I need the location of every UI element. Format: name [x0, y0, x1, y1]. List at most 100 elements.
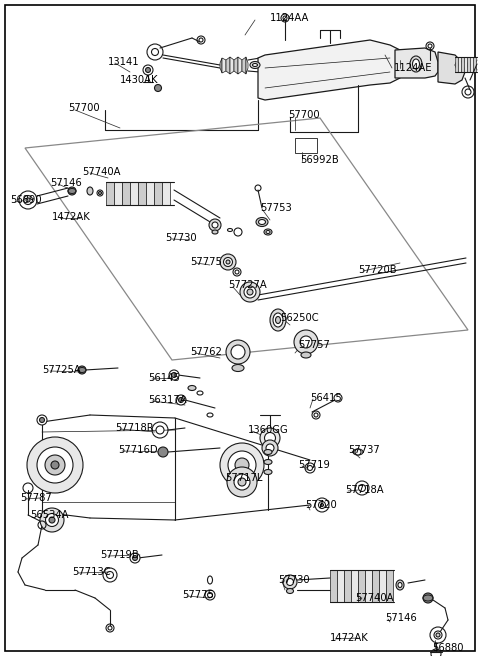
Polygon shape: [458, 57, 461, 72]
Polygon shape: [395, 48, 438, 78]
Ellipse shape: [270, 309, 286, 331]
Circle shape: [45, 455, 65, 475]
Text: 57730: 57730: [278, 575, 310, 585]
Circle shape: [428, 44, 432, 48]
Circle shape: [228, 451, 256, 479]
Text: 57146: 57146: [50, 178, 82, 188]
Text: 57719: 57719: [298, 460, 330, 470]
Text: 57717L: 57717L: [225, 473, 263, 483]
Text: 57730: 57730: [165, 233, 197, 243]
Polygon shape: [242, 57, 246, 74]
Polygon shape: [246, 57, 248, 74]
Text: 57740A: 57740A: [355, 593, 394, 603]
Circle shape: [108, 626, 112, 630]
Text: 1360GG: 1360GG: [248, 425, 289, 435]
Ellipse shape: [264, 459, 272, 464]
Circle shape: [176, 395, 186, 405]
Circle shape: [209, 219, 221, 231]
Circle shape: [39, 417, 45, 422]
Circle shape: [465, 89, 471, 95]
Ellipse shape: [276, 316, 280, 323]
Text: 57757: 57757: [298, 340, 330, 350]
Polygon shape: [222, 58, 226, 73]
Circle shape: [260, 428, 280, 448]
Ellipse shape: [398, 583, 402, 588]
Circle shape: [436, 633, 440, 637]
Text: 57740A: 57740A: [82, 167, 120, 177]
Text: 56534A: 56534A: [30, 510, 69, 520]
Text: 57700: 57700: [68, 103, 100, 113]
Bar: [295, 138, 317, 153]
Ellipse shape: [412, 59, 420, 69]
Polygon shape: [114, 182, 122, 205]
Circle shape: [156, 426, 164, 434]
Ellipse shape: [232, 365, 244, 371]
Circle shape: [319, 501, 325, 508]
Circle shape: [171, 373, 177, 377]
Text: 56890: 56890: [10, 195, 42, 205]
Text: 57775: 57775: [190, 257, 222, 267]
Circle shape: [231, 345, 245, 359]
Polygon shape: [337, 570, 344, 602]
Circle shape: [78, 366, 86, 374]
Text: 57718R: 57718R: [115, 423, 154, 433]
Text: 57753: 57753: [260, 203, 292, 213]
Circle shape: [262, 440, 278, 456]
Circle shape: [434, 631, 442, 639]
Circle shape: [308, 466, 312, 470]
Circle shape: [132, 556, 137, 560]
Polygon shape: [130, 182, 138, 205]
Polygon shape: [154, 182, 162, 205]
Text: 1472AK: 1472AK: [52, 212, 91, 222]
Text: 57775: 57775: [182, 590, 214, 600]
Polygon shape: [330, 570, 337, 602]
Ellipse shape: [396, 580, 404, 590]
Circle shape: [37, 447, 73, 483]
Circle shape: [51, 461, 59, 469]
Ellipse shape: [259, 220, 265, 224]
Text: 56415: 56415: [310, 393, 342, 403]
Ellipse shape: [410, 56, 422, 72]
Circle shape: [26, 198, 30, 202]
Circle shape: [300, 336, 312, 348]
Polygon shape: [351, 570, 358, 602]
Polygon shape: [344, 570, 351, 602]
Circle shape: [98, 192, 101, 194]
Polygon shape: [473, 57, 476, 72]
Polygon shape: [238, 57, 242, 74]
Circle shape: [155, 85, 161, 91]
Text: 57725A: 57725A: [42, 365, 81, 375]
Polygon shape: [146, 182, 154, 205]
Polygon shape: [470, 57, 473, 72]
Circle shape: [97, 190, 103, 196]
Polygon shape: [464, 57, 467, 72]
Text: 13141: 13141: [108, 57, 140, 67]
Circle shape: [238, 478, 246, 486]
Circle shape: [247, 289, 253, 295]
Circle shape: [158, 447, 168, 457]
Circle shape: [220, 443, 264, 487]
Ellipse shape: [250, 62, 260, 68]
Polygon shape: [258, 40, 400, 100]
Circle shape: [107, 571, 113, 579]
Text: 57787: 57787: [20, 493, 52, 503]
Circle shape: [283, 575, 297, 589]
Circle shape: [220, 254, 236, 270]
Ellipse shape: [301, 352, 311, 358]
Polygon shape: [372, 570, 379, 602]
Text: 57727A: 57727A: [228, 280, 267, 290]
Polygon shape: [220, 58, 222, 73]
Text: 1124AE: 1124AE: [394, 63, 432, 73]
Circle shape: [227, 467, 257, 497]
Polygon shape: [226, 57, 230, 74]
Circle shape: [152, 49, 158, 56]
Circle shape: [145, 68, 151, 73]
Circle shape: [143, 65, 153, 75]
Circle shape: [234, 474, 250, 490]
Circle shape: [294, 330, 318, 354]
Polygon shape: [138, 182, 146, 205]
Ellipse shape: [287, 588, 293, 594]
Circle shape: [235, 270, 239, 274]
Circle shape: [423, 593, 433, 603]
Text: 1124AA: 1124AA: [270, 13, 310, 23]
